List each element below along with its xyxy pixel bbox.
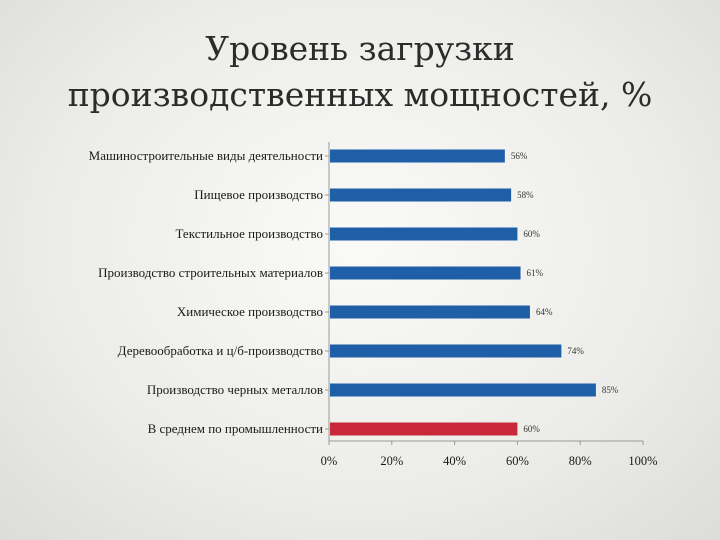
- bar: [330, 149, 505, 163]
- bar: [330, 227, 518, 241]
- value-label: 74%: [567, 346, 584, 356]
- value-label: 56%: [511, 151, 528, 161]
- bar: [330, 188, 512, 202]
- value-label: 85%: [602, 385, 619, 395]
- x-tick-label: 80%: [569, 454, 592, 468]
- bar: [330, 422, 518, 436]
- bar: [330, 266, 521, 280]
- value-label: 64%: [536, 307, 553, 317]
- category-label: Машиностроительные виды деятельности: [89, 148, 323, 163]
- x-tick-label: 100%: [628, 454, 657, 468]
- value-label: 60%: [523, 229, 540, 239]
- x-tick-label: 0%: [321, 454, 338, 468]
- category-label: Химическое производство: [177, 304, 323, 319]
- x-tick-label: 40%: [443, 454, 466, 468]
- x-tick-label: 60%: [506, 454, 529, 468]
- x-tick-label: 20%: [380, 454, 403, 468]
- value-label: 60%: [523, 424, 540, 434]
- category-label: Деревообработка и ц/б-производство: [118, 343, 323, 358]
- bar: [330, 383, 596, 397]
- category-label: В среднем по промышленности: [148, 421, 323, 436]
- title-line-1: Уровень загрузки: [205, 29, 515, 68]
- category-label: Пищевое производство: [194, 187, 323, 202]
- chart-title: Уровень загрузки производственных мощнос…: [0, 26, 720, 118]
- category-label: Производство черных металлов: [147, 382, 323, 397]
- value-label: 61%: [527, 268, 544, 278]
- bar: [330, 344, 562, 358]
- value-label: 58%: [517, 190, 534, 200]
- title-line-2: производственных мощностей, %: [67, 75, 653, 114]
- bar: [330, 305, 530, 319]
- category-label: Текстильное производство: [175, 226, 323, 241]
- category-label: Производство строительных материалов: [98, 265, 323, 280]
